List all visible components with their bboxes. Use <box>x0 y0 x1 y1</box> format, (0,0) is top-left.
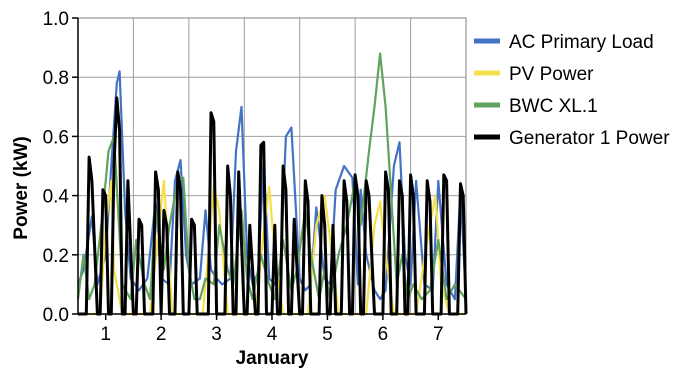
y-tick-label: 0.8 <box>43 68 69 89</box>
x-tick-label: 5 <box>322 324 333 345</box>
y-tick-label: 0.4 <box>43 187 70 208</box>
x-tick-label: 4 <box>267 324 278 345</box>
legend-label: AC Primary Load <box>509 32 654 53</box>
y-tick-label: 1.0 <box>43 9 69 30</box>
x-ticks: 1 2 3 4 5 6 7 <box>100 314 444 345</box>
x-tick-label: 1 <box>100 324 111 345</box>
y-axis-title: Power (kW) <box>11 136 32 239</box>
series-line-4 <box>78 96 468 316</box>
legend: AC Primary Load PV Power BWC XL.1 Generator… <box>474 32 670 149</box>
x-tick-label: 2 <box>156 324 167 345</box>
legend-label: PV Power <box>509 64 594 85</box>
y-tick-label: 0.0 <box>43 305 69 326</box>
legend-label: Generator 1 Power <box>509 128 670 149</box>
x-tick-label: 7 <box>433 324 444 345</box>
x-tick-label: 6 <box>378 324 389 345</box>
x-axis-title: January <box>236 348 309 369</box>
series-line-1 <box>76 70 468 301</box>
x-tick-label: 3 <box>211 324 222 345</box>
legend-label: BWC XL.1 <box>509 96 598 117</box>
y-tick-label: 0.6 <box>43 127 69 148</box>
y-tick-label: 0.2 <box>43 246 69 267</box>
y-ticks: 0.0 0.2 0.4 0.6 0.8 1.0 <box>43 9 78 326</box>
